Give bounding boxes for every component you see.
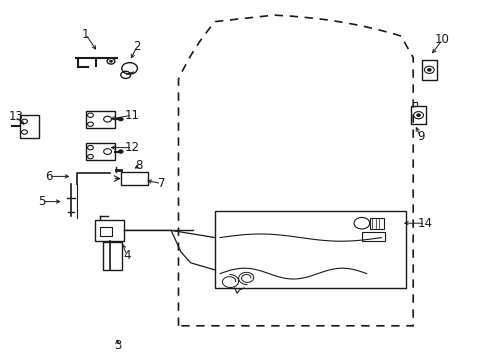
- Text: 12: 12: [124, 141, 139, 154]
- Text: 8: 8: [135, 159, 143, 172]
- Circle shape: [109, 60, 112, 62]
- Text: 4: 4: [123, 249, 131, 262]
- Bar: [361, 232, 385, 241]
- Circle shape: [416, 114, 420, 117]
- Bar: [215, 211, 405, 288]
- Bar: [410, 106, 426, 124]
- Text: 14: 14: [417, 217, 432, 230]
- Bar: [412, 102, 416, 106]
- Text: 13: 13: [8, 111, 23, 123]
- Bar: [421, 60, 436, 80]
- Bar: [369, 218, 384, 229]
- Circle shape: [118, 117, 123, 121]
- Text: 7: 7: [157, 177, 165, 190]
- Circle shape: [427, 68, 430, 71]
- Bar: [121, 172, 148, 185]
- Text: 5: 5: [38, 195, 45, 208]
- Bar: [95, 220, 123, 241]
- Text: 11: 11: [124, 109, 139, 122]
- Bar: [20, 115, 39, 138]
- Text: 1: 1: [81, 28, 89, 41]
- Bar: [85, 111, 115, 128]
- Bar: [85, 143, 115, 160]
- Text: 2: 2: [133, 40, 141, 53]
- Text: 6: 6: [45, 170, 53, 183]
- Bar: [102, 242, 122, 270]
- Text: 9: 9: [416, 130, 424, 143]
- Text: 3: 3: [113, 339, 121, 352]
- Circle shape: [118, 150, 123, 153]
- Bar: [100, 227, 112, 236]
- Text: 10: 10: [434, 33, 449, 46]
